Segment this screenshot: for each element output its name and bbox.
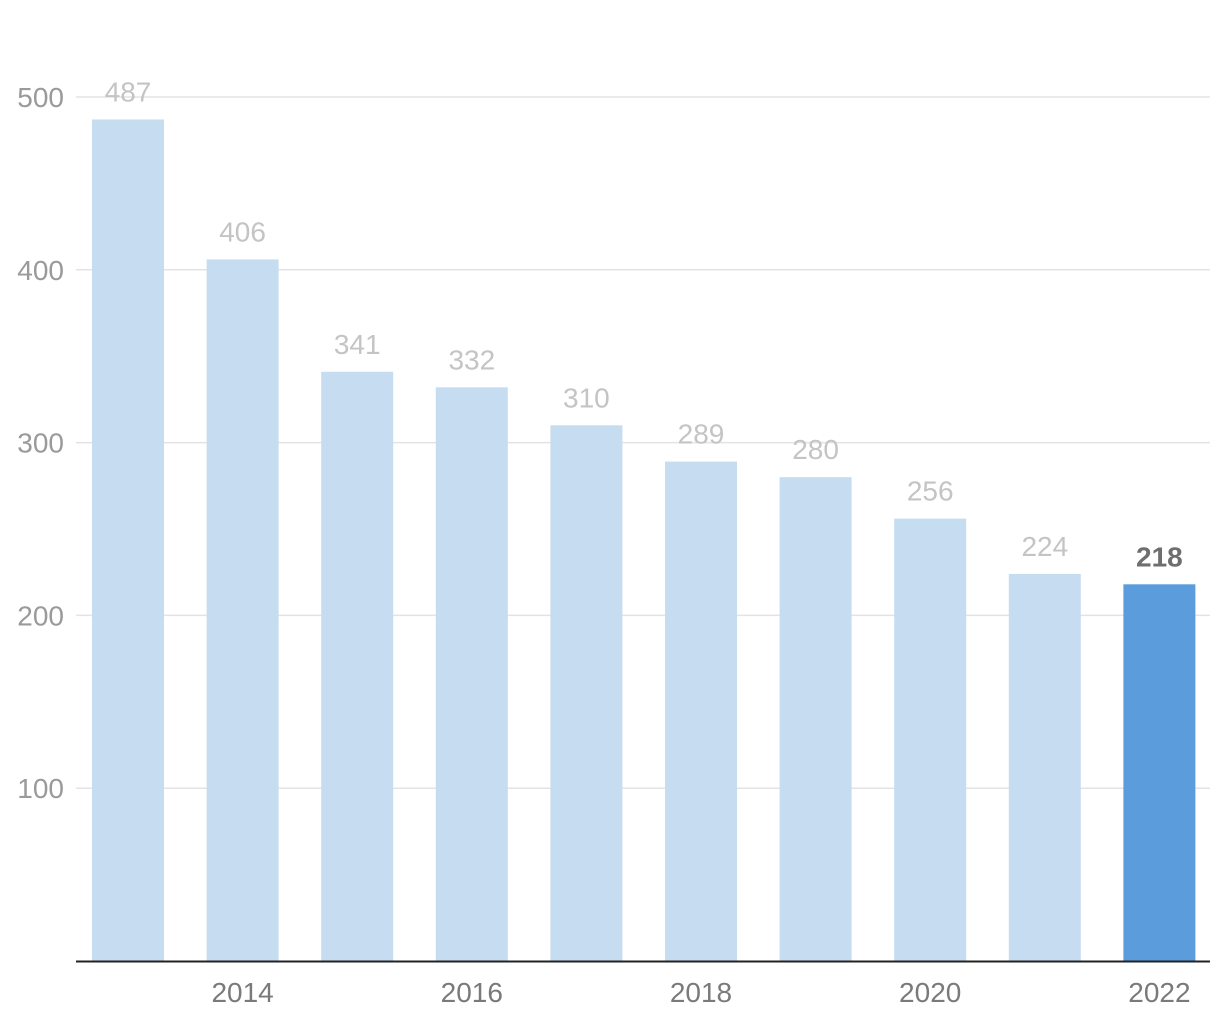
y-tick-label: 100 — [17, 773, 64, 804]
value-label-2016: 332 — [448, 344, 495, 375]
value-label-2017: 310 — [563, 382, 610, 413]
bar-2022 — [1123, 584, 1196, 961]
bar-2016 — [435, 387, 508, 962]
value-labels: 487 406 341 332 310 289 280 256 224 218 — [105, 76, 1183, 572]
value-label-2020: 256 — [907, 476, 954, 507]
y-axis-ticks: 100 200 300 400 500 — [17, 82, 64, 804]
bar-2019 — [779, 477, 852, 961]
value-label-2014: 406 — [219, 216, 266, 247]
value-label-2019: 280 — [792, 434, 839, 465]
x-axis-ticks: 2014 2016 2018 2020 2022 — [211, 977, 1190, 1008]
bar-2020 — [894, 518, 967, 961]
x-tick-label-2020: 2020 — [899, 977, 961, 1008]
x-tick-label-2016: 2016 — [441, 977, 503, 1008]
value-label-2013: 487 — [105, 76, 152, 107]
value-label-2018: 289 — [678, 419, 725, 450]
bar-2015 — [321, 371, 394, 961]
value-label-2015: 341 — [334, 329, 381, 360]
x-tick-label-2022: 2022 — [1128, 977, 1190, 1008]
y-tick-label: 200 — [17, 600, 64, 631]
value-label-2022: 218 — [1136, 541, 1183, 572]
x-tick-label-2018: 2018 — [670, 977, 732, 1008]
y-tick-label: 300 — [17, 428, 64, 459]
bar-2017 — [550, 425, 623, 961]
value-label-2021: 224 — [1021, 531, 1068, 562]
y-tick-label: 400 — [17, 255, 64, 286]
bar-2014 — [206, 259, 279, 961]
bars — [92, 119, 1196, 962]
y-tick-label: 500 — [17, 82, 64, 113]
bar-2018 — [665, 461, 737, 961]
x-tick-label-2014: 2014 — [211, 977, 273, 1008]
bar-2013 — [92, 119, 164, 962]
bar-2021 — [1008, 573, 1081, 961]
